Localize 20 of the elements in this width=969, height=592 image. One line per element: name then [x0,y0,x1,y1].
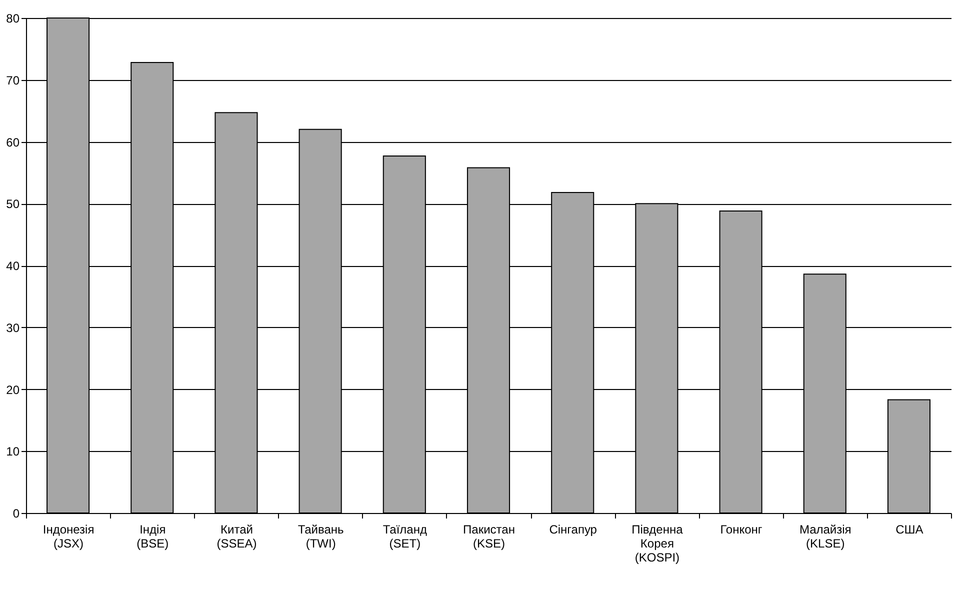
x-tick-label: Гонконг [720,522,763,536]
x-tick-label: Південна Корея (KOSPI) [632,522,684,564]
y-tick-label: 20 [6,382,20,397]
y-tick-label: 50 [6,197,20,212]
y-tick-label: 30 [6,320,20,335]
y-tick-label: 40 [6,259,20,273]
y-tick-label: 0 [12,506,20,520]
x-tick-label: Малайзія (KLSE) [799,522,852,550]
x-tick-label: Тайвань (TWI) [298,522,344,550]
x-tick-label: США [896,522,924,536]
y-tick-label: 60 [6,135,20,150]
x-tick-label: Індонезія (JSX) [42,522,94,550]
y-tick-label: 70 [6,73,20,88]
y-tick-label: 80 [6,12,20,26]
x-tick-label: Пакистан (KSE) [463,522,515,550]
x-tick-label: Таїланд (SET) [382,522,427,550]
y-tick-label: 10 [6,444,20,459]
x-tick-label: Сінгапур [549,522,598,536]
x-tick-label: Китай (SSEA) [216,522,257,550]
x-tick-label: Індія (BSE) [136,522,169,550]
